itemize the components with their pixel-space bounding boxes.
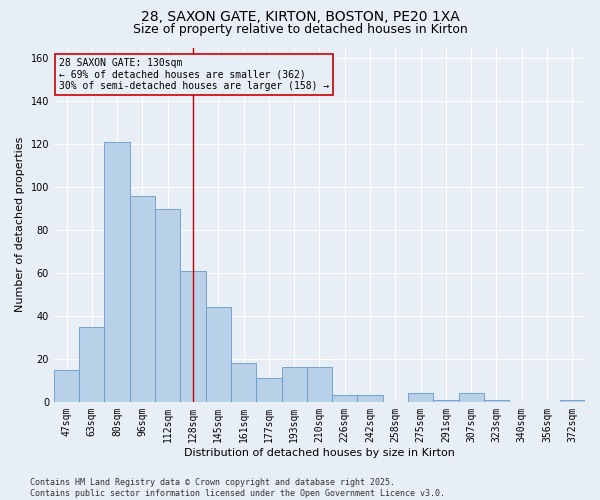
Bar bbox=[307, 368, 332, 402]
Bar bbox=[408, 393, 433, 402]
Bar bbox=[206, 308, 231, 402]
Text: Contains HM Land Registry data © Crown copyright and database right 2025.
Contai: Contains HM Land Registry data © Crown c… bbox=[30, 478, 445, 498]
Bar bbox=[231, 363, 256, 402]
Y-axis label: Number of detached properties: Number of detached properties bbox=[15, 137, 25, 312]
Bar bbox=[79, 326, 104, 402]
Bar bbox=[358, 396, 383, 402]
Bar bbox=[130, 196, 155, 402]
Text: Size of property relative to detached houses in Kirton: Size of property relative to detached ho… bbox=[133, 22, 467, 36]
Bar bbox=[54, 370, 79, 402]
Bar bbox=[560, 400, 585, 402]
Bar bbox=[458, 393, 484, 402]
Bar bbox=[281, 368, 307, 402]
X-axis label: Distribution of detached houses by size in Kirton: Distribution of detached houses by size … bbox=[184, 448, 455, 458]
Bar bbox=[332, 396, 358, 402]
Bar bbox=[155, 208, 181, 402]
Bar bbox=[484, 400, 509, 402]
Bar bbox=[256, 378, 281, 402]
Bar bbox=[433, 400, 458, 402]
Bar bbox=[104, 142, 130, 402]
Bar bbox=[181, 271, 206, 402]
Text: 28, SAXON GATE, KIRTON, BOSTON, PE20 1XA: 28, SAXON GATE, KIRTON, BOSTON, PE20 1XA bbox=[140, 10, 460, 24]
Text: 28 SAXON GATE: 130sqm
← 69% of detached houses are smaller (362)
30% of semi-det: 28 SAXON GATE: 130sqm ← 69% of detached … bbox=[59, 58, 329, 92]
